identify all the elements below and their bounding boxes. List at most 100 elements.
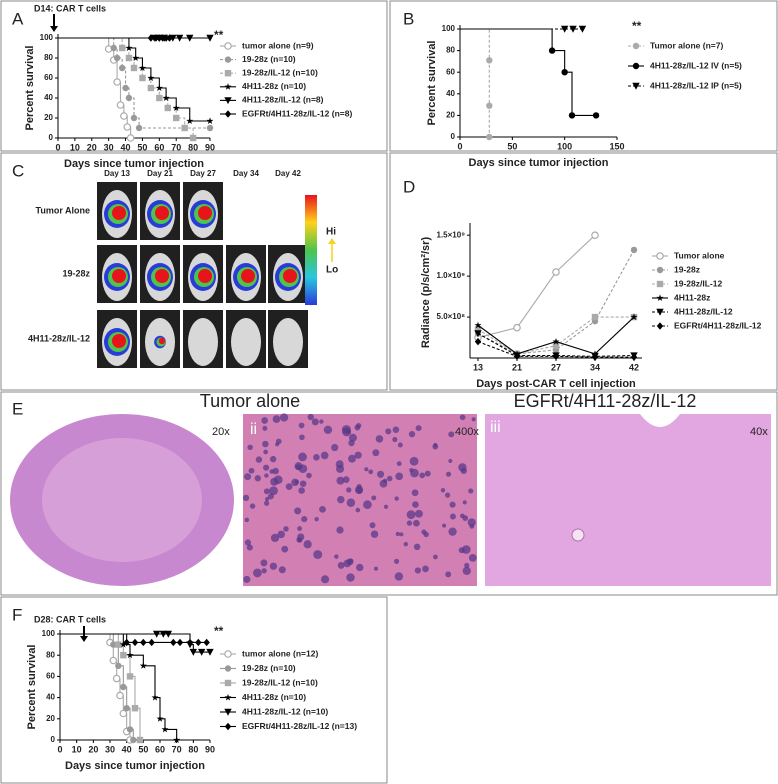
nucleus bbox=[355, 487, 363, 494]
nucleus bbox=[458, 463, 467, 472]
arrow-head bbox=[50, 26, 58, 32]
y-axis-label: Percent survival bbox=[26, 645, 38, 730]
x-tick-label: 40 bbox=[121, 142, 131, 152]
y-tick-label: 40 bbox=[46, 693, 55, 702]
series-line bbox=[60, 633, 131, 740]
nucleus bbox=[377, 470, 385, 478]
marker bbox=[119, 640, 127, 648]
x-axis-label: Days since tumor injection bbox=[64, 158, 204, 170]
scale-arrow-head bbox=[328, 238, 336, 244]
nucleus bbox=[461, 545, 471, 554]
nucleus bbox=[383, 504, 389, 509]
x-tick-label: 0 bbox=[457, 141, 462, 151]
marker bbox=[147, 74, 155, 81]
nucleus bbox=[396, 461, 402, 467]
marker bbox=[130, 64, 138, 72]
nucleus bbox=[299, 434, 305, 441]
vessel bbox=[571, 528, 585, 542]
marker bbox=[656, 266, 664, 274]
marker bbox=[181, 124, 188, 132]
nucleus bbox=[254, 475, 261, 482]
signal bbox=[155, 206, 169, 220]
marker bbox=[125, 44, 133, 51]
marker bbox=[156, 34, 163, 42]
marker bbox=[132, 54, 140, 61]
nucleus bbox=[414, 567, 422, 574]
nucleus bbox=[242, 494, 250, 502]
nucleus bbox=[412, 501, 419, 508]
signal bbox=[112, 269, 126, 283]
marker bbox=[224, 679, 232, 687]
marker bbox=[632, 42, 640, 50]
legend-label: 4H11-28z/IL-12 IP (n=5) bbox=[650, 80, 742, 90]
y-tick-label: 20 bbox=[46, 714, 55, 723]
marker bbox=[474, 330, 482, 338]
marker bbox=[120, 683, 127, 691]
panel-frame bbox=[0, 596, 388, 784]
nucleus bbox=[346, 498, 356, 507]
nucleus bbox=[298, 464, 308, 474]
marker bbox=[486, 102, 493, 109]
nucleus bbox=[356, 563, 364, 572]
nucleus bbox=[364, 467, 369, 472]
x-axis-label: Days since tumor injection bbox=[469, 157, 609, 169]
nucleus bbox=[285, 483, 293, 490]
nucleus bbox=[307, 413, 314, 421]
nucleus bbox=[449, 501, 456, 508]
series-line bbox=[477, 234, 596, 339]
nucleus bbox=[263, 464, 270, 471]
y-tick-label: 0 bbox=[51, 735, 56, 744]
y-tick-label: 60 bbox=[46, 672, 55, 681]
marker bbox=[113, 54, 121, 62]
marker bbox=[148, 638, 155, 647]
legend-label: 19-28z/IL-12 (n=10) bbox=[242, 677, 318, 687]
nucleus bbox=[371, 495, 377, 501]
mouse-body bbox=[273, 318, 303, 366]
x-tick-label: 0 bbox=[55, 142, 60, 152]
legend-label: 19-28z (n=10) bbox=[242, 54, 296, 64]
marker bbox=[123, 123, 132, 131]
legend-label: 19-28z/IL-12 bbox=[674, 278, 722, 288]
marker bbox=[224, 650, 232, 658]
nucleus bbox=[392, 426, 400, 433]
nucleus bbox=[267, 493, 274, 500]
nucleus bbox=[283, 526, 289, 532]
nucleus bbox=[320, 451, 329, 460]
marker bbox=[189, 648, 198, 656]
nucleus bbox=[370, 530, 379, 538]
marker bbox=[122, 84, 129, 92]
nucleus bbox=[464, 562, 470, 568]
nucleus bbox=[432, 443, 439, 450]
y-tick-label: 100 bbox=[442, 24, 456, 33]
panel-label: F bbox=[12, 605, 22, 624]
mouse-body bbox=[231, 318, 261, 366]
nucleus bbox=[247, 444, 253, 451]
marker bbox=[632, 82, 640, 90]
marker bbox=[206, 124, 214, 132]
series-line bbox=[58, 37, 210, 129]
marker bbox=[166, 34, 173, 42]
marker bbox=[136, 736, 144, 744]
image-label: ii bbox=[250, 421, 257, 438]
marker bbox=[162, 94, 170, 101]
nucleus bbox=[459, 414, 466, 421]
x-tick-label: 50 bbox=[138, 744, 148, 754]
nucleus bbox=[413, 543, 421, 551]
series-line bbox=[460, 28, 490, 137]
nucleus bbox=[244, 473, 252, 481]
nucleus bbox=[264, 473, 269, 478]
marker bbox=[206, 34, 214, 42]
x-tick-label: 20 bbox=[88, 744, 98, 754]
marker bbox=[224, 56, 232, 63]
series-line bbox=[477, 332, 635, 357]
nucleus bbox=[406, 510, 416, 520]
marker bbox=[486, 57, 493, 64]
nucleus bbox=[278, 566, 286, 574]
nucleus bbox=[262, 425, 268, 431]
marker bbox=[206, 648, 214, 656]
marker bbox=[630, 246, 638, 254]
x-tick-label: 27 bbox=[551, 362, 561, 372]
annotation: D14: CAR T cells bbox=[34, 3, 106, 13]
y-tick-label: 100 bbox=[40, 33, 54, 42]
x-tick-label: 20 bbox=[87, 142, 97, 152]
